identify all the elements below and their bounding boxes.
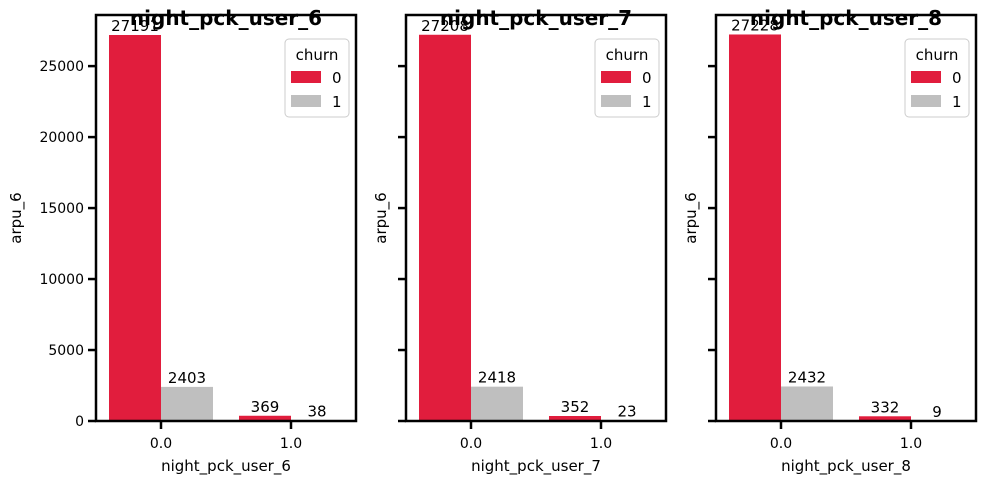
data-label: 2432 [788, 368, 826, 386]
x-tick-label: 0.0 [150, 436, 172, 452]
y-tick-label: 5000 [48, 343, 84, 359]
chart-title: night_pck_user_8 [750, 6, 942, 30]
legend-label: 0 [952, 69, 962, 87]
x-tick-label: 1.0 [900, 436, 922, 452]
data-label: 2418 [478, 369, 516, 387]
chart-title: night_pck_user_6 [130, 6, 322, 30]
legend-label: 0 [332, 69, 342, 87]
legend-label: 1 [952, 93, 962, 111]
legend-label: 1 [642, 93, 652, 111]
x-tick-label: 1.0 [280, 436, 302, 452]
data-label: 27208 [421, 17, 469, 35]
x-tick-label: 0.0 [770, 436, 792, 452]
y-axis-label: arpu_6 [7, 192, 26, 243]
chart-title: night_pck_user_7 [440, 6, 632, 30]
y-axis-label: arpu_6 [372, 192, 391, 243]
legend: churn 0 1 [904, 38, 970, 118]
data-label: 27228 [731, 16, 779, 34]
y-tick-label: 10000 [39, 272, 84, 288]
data-label: 23 [617, 403, 636, 421]
y-axis-label: arpu_6 [682, 192, 701, 243]
bar-churn-1-0.0 [781, 386, 833, 421]
legend: churn 0 1 [594, 38, 660, 118]
y-tick-label: 0 [75, 414, 84, 430]
legend-swatch-1 [291, 95, 321, 107]
legend-title: churn [916, 46, 959, 64]
legend: churn 0 1 [284, 38, 350, 118]
data-label: 9 [932, 403, 942, 421]
bar-churn-1-0.0 [471, 386, 523, 421]
data-label: 27191 [111, 17, 159, 35]
axes-frame [714, 13, 978, 423]
x-tick-label: 1.0 [590, 436, 612, 452]
bar-churn-0-1.0 [239, 415, 291, 421]
legend-swatch-0 [601, 71, 631, 83]
bar-churn-0-0.0 [419, 34, 471, 421]
bar-churn-0-1.0 [549, 416, 601, 421]
legend-swatch-1 [911, 95, 941, 107]
legend-title: churn [296, 46, 339, 64]
x-axis-label: night_pck_user_6 [161, 457, 291, 476]
data-label: 369 [251, 398, 280, 416]
x-tick-label: 0.0 [460, 436, 482, 452]
axes-frame [94, 13, 358, 423]
axes-frame [404, 13, 668, 423]
x-axis-label: night_pck_user_7 [471, 457, 601, 476]
y-tick-label: 20000 [39, 130, 84, 146]
chart-panel-1: 27191 369 2403 38 0 5000 10000 15000 20000 25000 0… [7, 6, 358, 476]
legend-title: churn [606, 46, 649, 64]
bar-churn-0-0.0 [729, 34, 781, 421]
x-axis-label: night_pck_user_8 [781, 457, 911, 476]
legend-label: 1 [332, 93, 342, 111]
bar-churn-0-0.0 [109, 35, 161, 421]
data-label: 332 [871, 398, 900, 416]
data-label: 2403 [168, 369, 206, 387]
bar-churn-1-0.0 [161, 386, 213, 421]
legend-swatch-0 [291, 71, 321, 83]
y-tick-label: 15000 [39, 201, 84, 217]
bar-churn-0-1.0 [859, 416, 911, 421]
legend-label: 0 [642, 69, 652, 87]
y-tick-label: 25000 [39, 59, 84, 75]
legend-swatch-1 [601, 95, 631, 107]
data-label: 352 [561, 398, 590, 416]
legend-swatch-0 [911, 71, 941, 83]
data-label: 38 [307, 402, 326, 420]
